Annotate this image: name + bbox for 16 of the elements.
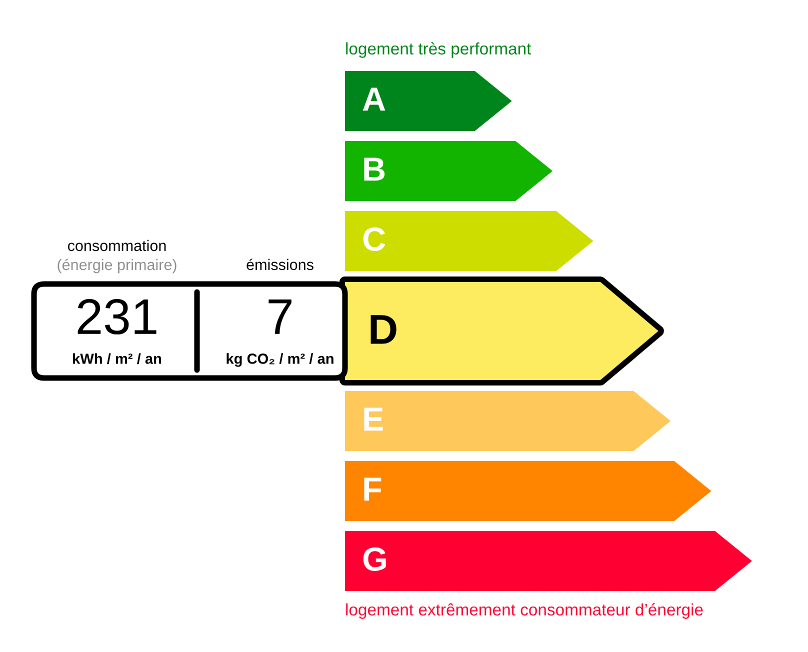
text: 231 (78, 299, 156, 334)
text: (énergie primaire) (58, 258, 176, 274)
y-tick-label: C (363, 227, 386, 251)
annotation: logement très performant (346, 42, 532, 58)
annotation: logement extrêmement consommateur d’énergie (346, 603, 703, 619)
text: consommation (68, 240, 166, 252)
text: kg CO₂ / m² / an (226, 353, 334, 367)
text: émissions (246, 258, 314, 270)
text: kWh / m² / an (73, 353, 162, 364)
y-tick-label: G (363, 547, 386, 571)
y-tick-label: B (364, 158, 385, 181)
y-tick-label: E (364, 408, 383, 431)
y-tick-label: F (364, 478, 382, 501)
text: 7 (268, 300, 292, 334)
y-tick-label: A (362, 88, 386, 111)
y-tick-label: D (370, 315, 396, 344)
